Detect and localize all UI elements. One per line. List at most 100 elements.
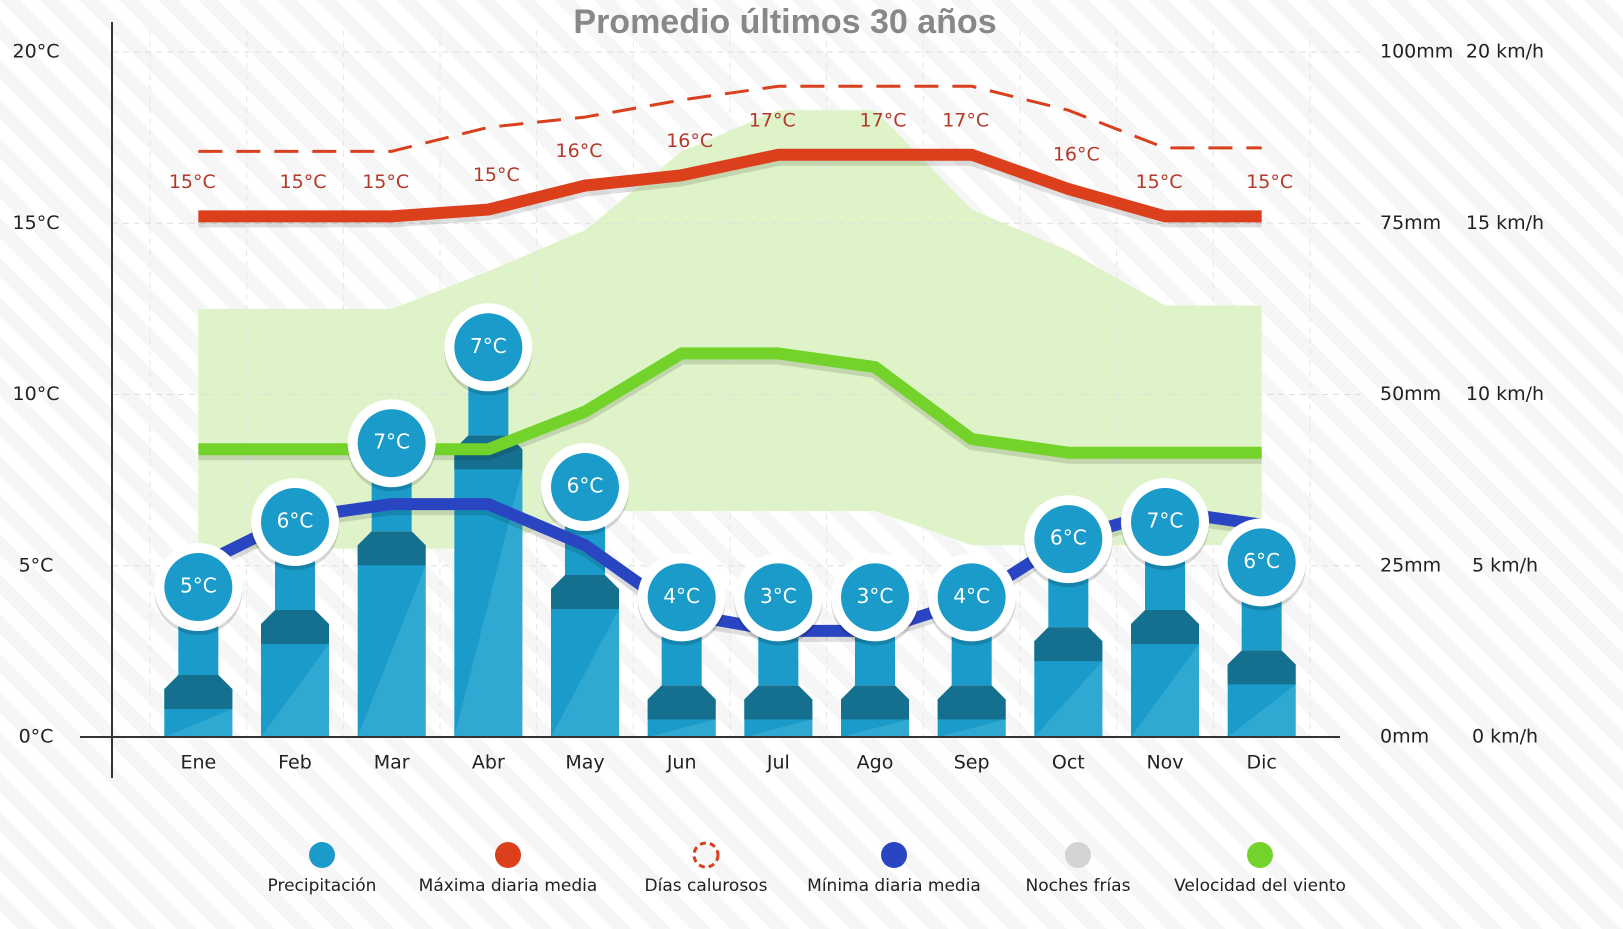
bar-shade <box>261 643 329 737</box>
bar-cap <box>744 685 813 720</box>
legend-label: Máxima diaria media <box>419 876 598 896</box>
bar-cap <box>1034 627 1103 662</box>
y-tick-label: 10°C <box>13 383 60 405</box>
value-label: 17°C <box>942 109 989 131</box>
y3-tick-label: 20 km/h <box>1466 41 1544 63</box>
value-label: 17°C <box>860 109 907 131</box>
value-label: 17°C <box>749 109 796 131</box>
x-tick-label: May <box>565 752 604 774</box>
bar-shade <box>744 719 813 737</box>
value-label: 15°C <box>1246 171 1293 193</box>
value-label: 4°C <box>953 584 990 608</box>
label-circle <box>744 563 813 632</box>
y-tick-label: 0°C <box>19 726 54 748</box>
legend-label: Mínima diaria media <box>807 876 981 896</box>
y-tick-label: 20°C <box>13 41 60 63</box>
legend-swatch <box>1065 842 1091 868</box>
x-tick-label: Ene <box>180 752 216 774</box>
value-label: 7°C <box>373 430 410 454</box>
bar-cap <box>647 685 716 720</box>
bar-shade <box>937 719 1006 737</box>
bar-shade <box>841 719 909 737</box>
bar-cap <box>357 531 426 566</box>
line <box>198 148 1262 223</box>
label-circle <box>261 487 329 556</box>
y2-tick-label: 25mm <box>1380 554 1441 576</box>
value-label: 5°C <box>180 574 217 598</box>
chart-title: Promedio últimos 30 años <box>573 3 996 41</box>
legend-swatch <box>692 841 720 869</box>
legend-swatch <box>309 842 335 868</box>
label-circle <box>551 453 619 522</box>
label-circle <box>841 563 909 632</box>
y-tick-label: 5°C <box>19 554 54 576</box>
bar-cap <box>937 685 1006 720</box>
value-label: 15°C <box>169 171 216 193</box>
label-circle <box>647 563 716 632</box>
x-tick-label: Jun <box>666 752 697 774</box>
value-label: 16°C <box>556 140 603 162</box>
bar-cap <box>1227 650 1296 685</box>
x-tick-label: Oct <box>1052 752 1085 774</box>
y2-tick-label: 75mm <box>1380 212 1441 234</box>
line <box>198 84 1262 153</box>
bar-shade <box>357 565 426 737</box>
legend-label: Velocidad del viento <box>1174 876 1346 896</box>
label-circle <box>1227 528 1296 597</box>
bar-shade <box>1227 684 1296 737</box>
y2-tick-label: 100mm <box>1380 41 1453 63</box>
value-label: 15°C <box>1136 171 1183 193</box>
label-circle <box>357 409 426 478</box>
value-label: 6°C <box>567 474 604 498</box>
y3-tick-label: 10 km/h <box>1466 383 1544 405</box>
value-label: 4°C <box>663 584 700 608</box>
label-circle <box>937 563 1006 632</box>
value-label: 6°C <box>1243 549 1280 573</box>
x-tick-label: Feb <box>278 752 312 774</box>
label-circle <box>1131 487 1199 556</box>
x-tick-label: Dic <box>1246 752 1276 774</box>
bar-cap <box>261 609 329 644</box>
x-tick-label: Nov <box>1146 752 1183 774</box>
value-label: 3°C <box>857 584 894 608</box>
y3-tick-label: 15 km/h <box>1466 212 1544 234</box>
bar-shade <box>454 469 523 737</box>
bar-shade <box>164 709 233 737</box>
legend-swatch <box>881 842 907 868</box>
bar-cap <box>841 685 909 720</box>
y2-tick-label: 50mm <box>1380 383 1441 405</box>
bar-cap <box>551 575 619 610</box>
value-label: 16°C <box>1053 144 1100 166</box>
y-tick-label: 15°C <box>13 212 60 234</box>
value-label: 15°C <box>473 164 520 186</box>
bar-cap <box>164 675 233 710</box>
x-tick-label: Abr <box>472 752 505 774</box>
x-tick-label: Sep <box>954 752 990 774</box>
value-label: 15°C <box>280 171 327 193</box>
legend-label: Noches frías <box>1026 876 1131 896</box>
label-circle <box>454 313 523 382</box>
legend-swatch <box>1247 842 1273 868</box>
bar-shade <box>647 719 716 737</box>
legend-label: Precipitación <box>268 876 377 896</box>
y2-tick-label: 0mm <box>1380 726 1429 748</box>
x-tick-label: Mar <box>374 752 410 774</box>
y3-tick-label: 5 km/h <box>1472 554 1538 576</box>
value-label: 3°C <box>760 584 797 608</box>
value-label: 6°C <box>1050 526 1087 550</box>
bar-shade <box>1131 643 1199 737</box>
value-label: 6°C <box>277 508 314 532</box>
legend-label: Días calurosos <box>645 876 768 896</box>
value-label: 7°C <box>470 334 507 358</box>
legend-swatch <box>495 842 521 868</box>
bar-shade <box>551 609 619 737</box>
bar-shade <box>1034 661 1103 737</box>
y3-tick-label: 0 km/h <box>1472 726 1538 748</box>
x-tick-label: Ago <box>857 752 894 774</box>
value-label: 7°C <box>1147 508 1184 532</box>
label-circle <box>164 553 233 622</box>
bar-cap <box>1131 609 1199 644</box>
label-circle <box>1034 505 1103 574</box>
value-label: 16°C <box>666 130 713 152</box>
